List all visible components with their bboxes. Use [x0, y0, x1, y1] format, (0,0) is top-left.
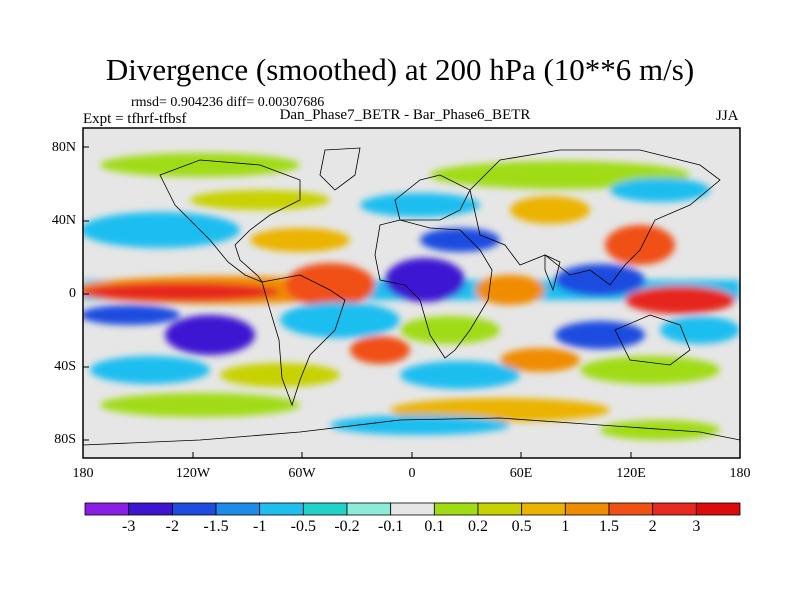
colorbar-swatch — [564, 502, 610, 516]
colorbar-swatch — [259, 502, 304, 516]
y-tick-label: 40S — [54, 359, 76, 374]
axis-ticks — [82, 146, 741, 458]
y-tick-label: 80N — [51, 140, 76, 155]
x-tick-label: 60W — [288, 466, 316, 481]
colorbar-swatch — [521, 502, 566, 516]
colorbar-swatch — [695, 502, 741, 516]
colorbar-swatch — [346, 502, 392, 516]
y-tick-label: 0 — [69, 286, 76, 301]
case-comparison-label: Dan_Phase7_BETR - Bar_Phase6_BETR — [279, 107, 531, 123]
x-tick-label: 60E — [509, 466, 533, 481]
colorbar-label: -0.2 — [334, 518, 360, 535]
rmsd-diff-stats: rmsd= 0.904236 diff= 0.00307686 — [131, 95, 325, 110]
colorbar-swatch — [302, 502, 348, 516]
colorbar-swatch — [652, 502, 697, 516]
colorbar-label: 3 — [692, 518, 701, 535]
page-title: Divergence (smoothed) at 200 hPa (10**6 … — [105, 52, 695, 87]
y-tick-label: 80S — [54, 432, 76, 447]
colorbar-swatch — [433, 502, 479, 516]
colorbar-swatch — [84, 502, 130, 516]
x-tick-label: 180 — [729, 466, 751, 481]
x-tick-label: 0 — [408, 466, 416, 481]
colorbar-label: -0.5 — [290, 518, 316, 535]
colorbar-swatch — [477, 502, 523, 516]
field-shading — [83, 128, 740, 458]
colorbar-swatch — [171, 502, 217, 516]
colorbar-label: -1.5 — [203, 518, 229, 535]
experiment-label: Expt = tfhrf-tfbsf — [83, 111, 187, 127]
colorbar-label: -3 — [121, 518, 136, 535]
x-tick-label: 120W — [175, 466, 211, 481]
colorbar-label: 1.5 — [599, 518, 619, 535]
colorbar-label: 0.5 — [511, 518, 532, 535]
y-tick-label: 40N — [51, 213, 76, 228]
colorbar-swatch — [215, 502, 261, 516]
colorbar-label: -1 — [252, 518, 267, 535]
colorbar-swatch — [390, 502, 435, 516]
colorbar-label: -0.1 — [377, 518, 404, 535]
colorbar-label: 0.2 — [468, 518, 488, 535]
season-label: JJA — [716, 108, 739, 124]
colorbar-swatch — [608, 502, 654, 516]
colorbar-label: 1 — [561, 518, 570, 535]
colorbar — [84, 502, 741, 516]
colorbar-label: -2 — [165, 518, 179, 535]
continent-outlines — [83, 147, 740, 446]
x-tick-label: 180 — [72, 466, 94, 481]
colorbar-swatch — [128, 502, 173, 516]
colorbar-label: 0.1 — [424, 518, 445, 535]
x-tick-label: 120E — [616, 466, 646, 481]
colorbar-label: 2 — [648, 518, 657, 535]
